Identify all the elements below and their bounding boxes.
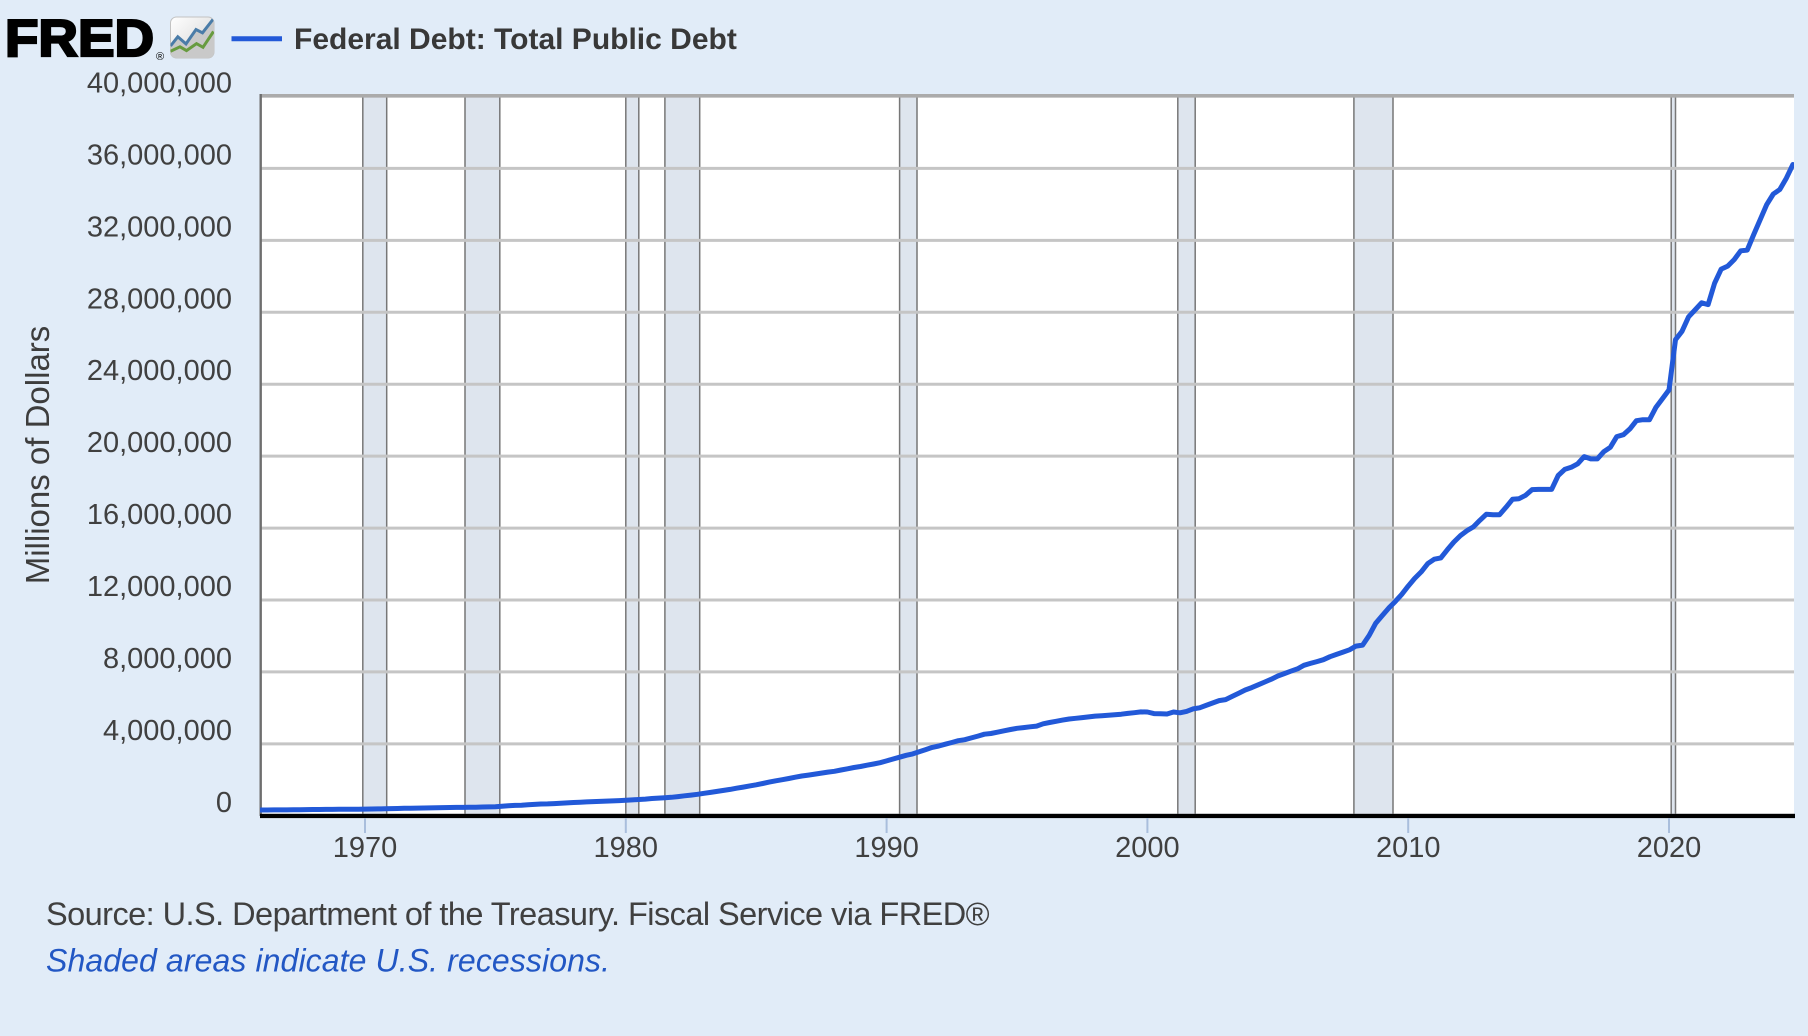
svg-text:4,000,000: 4,000,000: [103, 715, 232, 747]
svg-text:2010: 2010: [1376, 832, 1441, 864]
svg-text:FRED: FRED: [5, 10, 154, 68]
svg-text:Shaded areas indicate U.S. rec: Shaded areas indicate U.S. recessions.: [46, 943, 610, 979]
svg-text:2000: 2000: [1115, 832, 1180, 864]
svg-text:32,000,000: 32,000,000: [87, 211, 232, 243]
svg-text:Source: U.S. Department of the: Source: U.S. Department of the Treasury.…: [46, 896, 990, 932]
svg-text:®: ®: [156, 51, 164, 63]
svg-text:1970: 1970: [333, 832, 398, 864]
svg-text:2020: 2020: [1637, 832, 1702, 864]
svg-text:8,000,000: 8,000,000: [103, 643, 232, 675]
svg-text:1990: 1990: [854, 832, 919, 864]
svg-text:0: 0: [216, 787, 232, 819]
svg-text:28,000,000: 28,000,000: [87, 283, 232, 315]
svg-text:12,000,000: 12,000,000: [87, 571, 232, 603]
svg-text:Federal Debt: Total Public Deb: Federal Debt: Total Public Debt: [294, 23, 737, 56]
svg-text:24,000,000: 24,000,000: [87, 355, 232, 387]
svg-text:20,000,000: 20,000,000: [87, 427, 232, 459]
svg-text:36,000,000: 36,000,000: [87, 139, 232, 171]
svg-text:40,000,000: 40,000,000: [87, 68, 232, 100]
svg-text:16,000,000: 16,000,000: [87, 499, 232, 531]
svg-text:Millions of Dollars: Millions of Dollars: [19, 326, 56, 585]
svg-text:1980: 1980: [594, 832, 659, 864]
